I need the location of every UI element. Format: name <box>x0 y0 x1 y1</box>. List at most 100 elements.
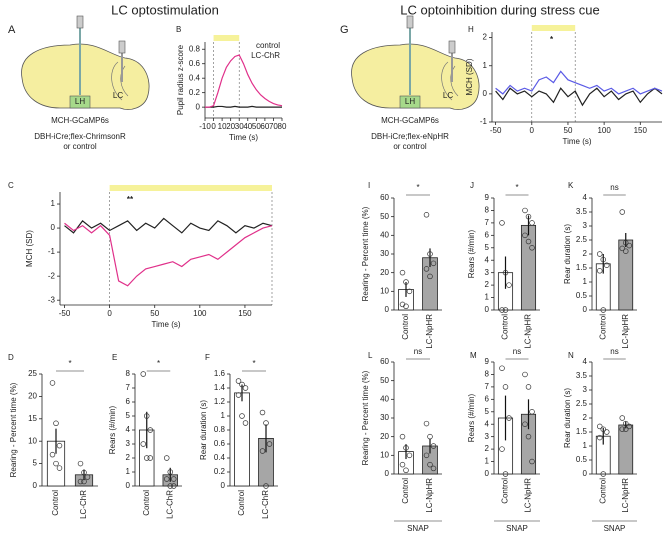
y-tick-label: 0.6 <box>214 439 226 448</box>
y-axis-label: Rear duration (s) <box>563 388 572 448</box>
data-point <box>502 471 509 477</box>
y-tick-label: 30 <box>380 413 389 422</box>
y-tick-label: 10 <box>380 450 389 459</box>
category-label: Control <box>401 314 410 340</box>
data-point <box>529 245 535 251</box>
stimulus-bar <box>109 185 272 191</box>
panel-letter: L <box>368 351 373 360</box>
data-point <box>239 381 245 388</box>
x-tick-label: 30 <box>235 122 244 131</box>
y-tick-label: 1 <box>126 467 131 476</box>
cerebellum <box>441 61 459 101</box>
y-tick-label: 9 <box>485 357 490 366</box>
y-axis-label: MCH (SD) <box>465 58 474 95</box>
data-point <box>403 303 409 310</box>
x-tick-label: 50 <box>252 122 261 131</box>
y-tick-label: 0.5 <box>576 291 588 300</box>
y-tick-label: 60 <box>380 193 389 202</box>
y-tick-label: 15 <box>28 414 37 423</box>
y-tick-label: 4 <box>126 425 131 434</box>
data-point <box>529 409 535 415</box>
data-point <box>266 441 273 447</box>
y-tick-label: 40 <box>380 230 389 239</box>
data-point <box>427 251 433 257</box>
panel-letter: C <box>8 181 14 190</box>
category-label: LC-NpHR <box>621 478 630 513</box>
data-point <box>502 269 509 276</box>
data-point <box>81 478 87 485</box>
data-point <box>49 451 56 458</box>
data-point <box>53 460 59 467</box>
data-point <box>430 465 437 472</box>
x-tick-label: 80 <box>278 122 287 131</box>
annotation: * <box>252 359 255 368</box>
annotation: ns <box>414 347 422 356</box>
category-label: LC-NpHR <box>524 314 533 349</box>
category-label: LC-ChR <box>261 490 270 519</box>
y-tick-label: 3 <box>583 385 588 394</box>
y-tick-label: 1.5 <box>576 263 588 272</box>
x-tick-label: 150 <box>634 126 648 135</box>
y-tick-label: 3 <box>485 268 490 277</box>
data-point <box>600 471 606 477</box>
data-point <box>596 268 603 274</box>
category-label: Control <box>51 490 60 516</box>
y-tick-label: 2.5 <box>576 399 588 408</box>
panel-letter: G <box>340 24 349 36</box>
y-tick-label: 0 <box>33 481 38 490</box>
y-axis-label: MCH (SD) <box>25 230 34 267</box>
data-point <box>77 460 84 467</box>
y-tick-label: 2 <box>126 453 131 462</box>
y-tick-label: 10 <box>28 436 37 445</box>
panel-letter: K <box>568 181 574 190</box>
data-point <box>235 378 242 384</box>
data-point <box>164 476 170 482</box>
y-tick-label: 7 <box>485 382 490 391</box>
data-point <box>423 420 430 427</box>
y-tick-label: 0.8 <box>214 425 226 434</box>
data-point <box>147 455 154 461</box>
brain-diagram: G LH LC MCH-GCaMP6s DBH-iCre;flex-eNpHR … <box>340 15 480 151</box>
brain-outline <box>351 43 480 110</box>
data-point <box>622 248 629 254</box>
data-point <box>53 420 59 427</box>
y-tick-label: 0.8 <box>189 44 201 53</box>
y-tick-label: 0 <box>485 305 490 314</box>
y-tick-label: 5 <box>33 459 38 468</box>
y-tick-label: 0 <box>51 223 56 232</box>
stimulus-bar <box>531 25 576 31</box>
data-point <box>56 442 63 449</box>
panel-letter: A <box>8 24 16 36</box>
y-tick-label: 8 <box>485 370 490 379</box>
y-tick-label: 20 <box>28 392 37 401</box>
y-tick-label: 0.4 <box>189 73 201 82</box>
panel-letter: H <box>468 25 474 34</box>
y-tick-label: 2.5 <box>576 235 588 244</box>
trace <box>64 222 273 287</box>
y-tick-label: 50 <box>380 376 389 385</box>
y-tick-label: 2 <box>583 249 588 258</box>
data-point <box>430 443 437 449</box>
y-tick-label: 0.5 <box>576 455 588 464</box>
y-tick-label: 8 <box>126 369 131 378</box>
diagram-label: MCH-GCaMP6s <box>381 116 439 125</box>
y-tick-label: 0 <box>483 89 488 98</box>
data-point <box>499 365 505 371</box>
y-tick-label: 7 <box>126 383 131 392</box>
panel-letter: B <box>176 25 181 34</box>
data-point <box>140 441 147 447</box>
ferrule <box>406 15 414 29</box>
x-tick-label: 0 <box>107 309 112 318</box>
data-point <box>506 415 512 421</box>
data-point <box>596 423 603 430</box>
category-label: Control <box>401 478 410 504</box>
data-point <box>522 371 528 378</box>
y-tick-label: 9 <box>485 193 490 202</box>
heading: LC optostimulation <box>111 2 219 17</box>
diagram-label: MCH-GCaMP6s <box>51 116 109 125</box>
y-tick-label: 4 <box>485 255 490 264</box>
y-tick-label: 1 <box>583 441 588 450</box>
data-point <box>622 420 629 427</box>
annotation: ns <box>610 347 618 356</box>
region-label: LH <box>75 97 85 106</box>
